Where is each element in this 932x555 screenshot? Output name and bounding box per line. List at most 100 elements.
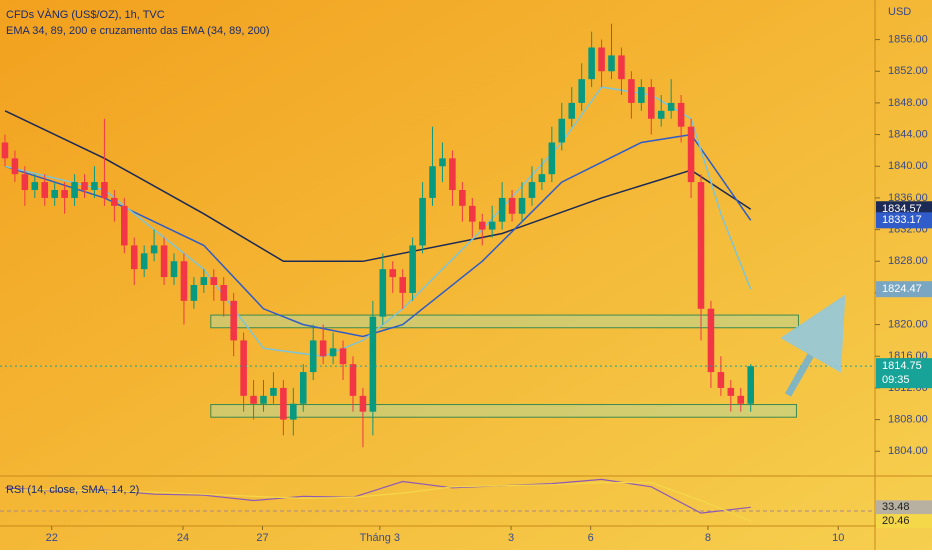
candle-body — [1, 142, 9, 159]
y-tick-label: 1848.00 — [888, 97, 928, 109]
y-tick-label: 1828.00 — [888, 255, 928, 267]
y-tick-label: 1852.00 — [888, 65, 928, 77]
candle-body — [488, 221, 496, 230]
price-tag-label: 1833.17 — [882, 214, 922, 226]
indicator-label: EMA 34, 89, 200 e cruzamento das EMA (34… — [6, 25, 270, 37]
y-tick-label: 1856.00 — [888, 33, 928, 45]
candle-body — [11, 158, 19, 175]
x-tick-label: 8 — [705, 532, 711, 544]
candle-body — [399, 277, 406, 293]
y-tick-label: 1808.00 — [888, 413, 928, 425]
candle-body — [459, 190, 466, 206]
candle-body — [31, 182, 39, 190]
last-price-label: 1814.75 — [882, 360, 922, 372]
candle-body — [299, 372, 307, 404]
x-tick-label: 27 — [256, 532, 268, 544]
candle-body — [200, 277, 208, 285]
candle-body — [180, 261, 188, 301]
candle-body — [568, 102, 576, 119]
candle-body — [727, 387, 735, 396]
candle-body — [717, 372, 725, 388]
rsi-tag — [876, 500, 932, 515]
zone — [210, 404, 797, 418]
candle-body — [389, 269, 397, 278]
chart-title: CFDs VÀNG (US$/OZ), 1h, TVC — [6, 8, 165, 21]
ema-line — [4, 133, 752, 338]
price-tag-label: 1834.57 — [882, 203, 922, 215]
candle-body — [41, 182, 49, 198]
candle-body — [290, 403, 297, 420]
candle-body — [628, 79, 635, 103]
candle-body — [309, 340, 317, 373]
candle-body — [429, 166, 436, 198]
candle-body — [379, 269, 387, 317]
candle-body — [150, 245, 158, 254]
candle-body — [369, 316, 377, 412]
candle-body — [687, 126, 695, 183]
candle-body — [190, 285, 198, 301]
y-tick-label: 1840.00 — [888, 160, 928, 172]
price-tag-label: 1824.47 — [882, 283, 922, 295]
candle-body — [111, 197, 118, 206]
candle-body — [21, 174, 29, 190]
y-tick-label: 1844.00 — [888, 128, 928, 140]
currency: USD — [888, 6, 911, 18]
candle-body — [588, 47, 595, 80]
candle-body — [558, 118, 566, 143]
candle-body — [359, 395, 367, 412]
x-tick-label: 10 — [832, 532, 844, 544]
x-tick-label: 6 — [588, 532, 594, 544]
candle-body — [508, 197, 516, 214]
candle-body — [667, 102, 675, 111]
rsi-label: RSI (14, close, SMA, 14, 2) — [6, 484, 139, 496]
countdown: 09:35 — [882, 374, 910, 386]
rsi-line — [5, 482, 751, 522]
candle-body — [449, 158, 456, 190]
candle-body — [81, 182, 88, 190]
rsi-tag-label: 20.46 — [882, 515, 910, 527]
candle-body — [578, 79, 585, 103]
y-tick-label: 1820.00 — [888, 318, 928, 330]
y-tick-label: 1836.00 — [888, 192, 928, 204]
candle-body — [349, 364, 357, 396]
candle-body — [469, 205, 476, 222]
candle-body — [518, 197, 526, 214]
candle-body — [618, 55, 625, 80]
candle-body — [220, 285, 228, 301]
candle-body — [657, 110, 665, 119]
candle-body — [538, 174, 546, 183]
candle-body — [250, 395, 257, 404]
candle-body — [498, 197, 506, 222]
candle-body — [319, 340, 327, 357]
candle-body — [121, 205, 128, 246]
candle-body — [170, 261, 178, 278]
price-tag — [876, 281, 932, 298]
last-price-tag — [876, 358, 932, 389]
x-tick-label: 22 — [46, 532, 58, 544]
candle-body — [71, 182, 78, 198]
candle-body — [737, 395, 745, 404]
candle-body — [638, 87, 645, 103]
candle-body — [280, 387, 287, 420]
candle-body — [419, 197, 426, 246]
candle-body — [260, 395, 267, 404]
candle-body — [598, 47, 605, 72]
candle-body — [548, 142, 556, 175]
candle-body — [528, 182, 536, 198]
arrow — [780, 294, 846, 397]
rsi-tag — [876, 514, 932, 529]
y-tick-label: 1804.00 — [888, 445, 928, 457]
candle-body — [339, 348, 347, 365]
candle-body — [439, 158, 446, 167]
candle-body — [160, 245, 168, 278]
candle-body — [608, 55, 615, 72]
candle-body — [677, 102, 685, 127]
candle-body — [240, 340, 247, 396]
candle-body — [51, 190, 58, 198]
candle-body — [647, 87, 655, 119]
price-tag — [876, 212, 932, 229]
candle-body — [409, 245, 416, 293]
rsi-tag-label: 33.48 — [882, 501, 910, 513]
candle-body — [130, 245, 138, 270]
